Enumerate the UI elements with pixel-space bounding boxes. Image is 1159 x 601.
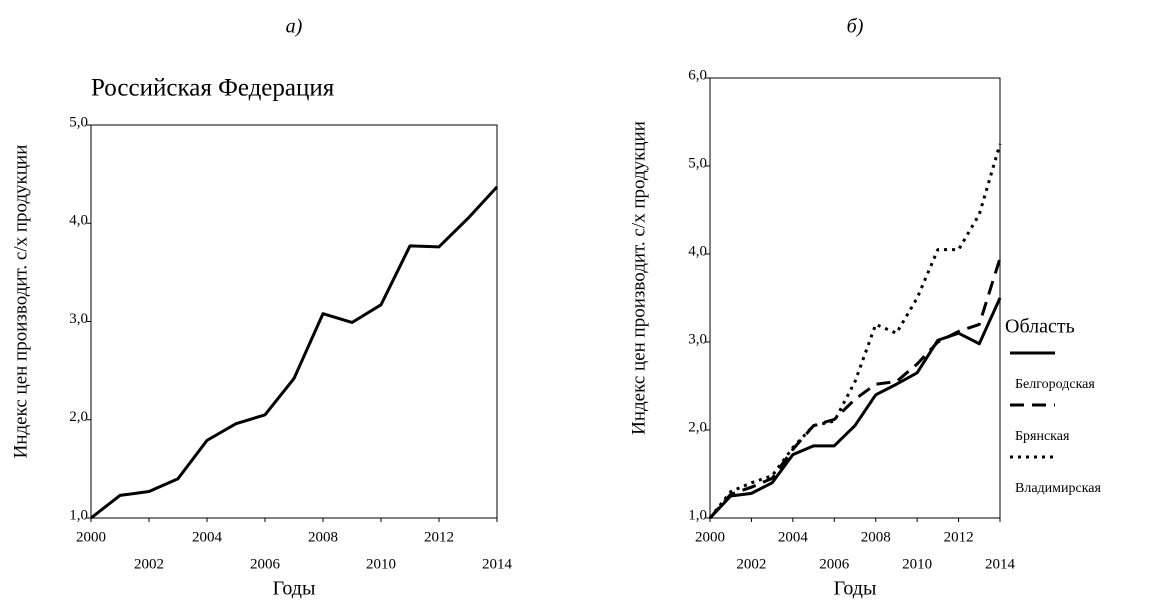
legend-label: Брянская	[1015, 429, 1070, 444]
y-tick-label: 1,0	[69, 507, 88, 523]
chart-title: Российская Федерация	[91, 75, 335, 102]
x-tick-label: 2012	[424, 529, 454, 545]
x-tick-label: 2008	[308, 529, 338, 545]
x-tick-label: 2012	[944, 529, 974, 545]
x-tick-label: 2014	[985, 556, 1016, 572]
line-series	[90, 185, 499, 520]
panel-label: а)	[286, 16, 303, 38]
y-tick-label: 2,0	[688, 419, 707, 435]
y-axis-label: Индекс цен производит. с/х продукции	[628, 121, 649, 435]
x-tick-label: 2002	[134, 556, 164, 572]
panel-label: б)	[847, 16, 864, 38]
x-tick-label: 2010	[902, 556, 932, 572]
y-tick-label: 1,0	[688, 507, 707, 523]
line-series	[708, 257, 1002, 519]
x-tick-label: 2002	[736, 556, 766, 572]
x-axis-label: Годы	[273, 578, 316, 600]
y-tick-label: 5,0	[69, 114, 88, 130]
y-tick-label: 2,0	[69, 409, 88, 425]
y-tick-label: 3,0	[69, 311, 88, 327]
x-tick-label: 2006	[819, 556, 850, 572]
x-tick-label: 2010	[366, 556, 396, 572]
line-series	[708, 143, 1002, 519]
legend-label: Владимирская	[1015, 481, 1102, 496]
y-tick-label: 3,0	[688, 331, 707, 347]
plot-frame	[709, 77, 1001, 519]
y-tick-label: 4,0	[69, 213, 88, 229]
x-tick-label: 2000	[695, 529, 725, 545]
x-tick-label: 2004	[192, 529, 223, 545]
legend-label: Белгородская	[1015, 377, 1095, 392]
x-tick-label: 2014	[482, 556, 513, 572]
x-axis-label: Годы	[834, 578, 877, 600]
legend-title: Область	[1005, 316, 1075, 338]
plot-frame	[90, 124, 498, 519]
y-tick-label: 5,0	[688, 155, 707, 171]
y-tick-label: 6,0	[688, 67, 707, 83]
x-tick-label: 2000	[76, 529, 106, 545]
x-tick-label: 2004	[778, 529, 809, 545]
y-tick-label: 4,0	[688, 243, 707, 259]
x-tick-label: 2006	[250, 556, 281, 572]
x-tick-label: 2008	[861, 529, 891, 545]
y-axis-label: Индекс цен производит. с/х продукции	[10, 145, 31, 459]
